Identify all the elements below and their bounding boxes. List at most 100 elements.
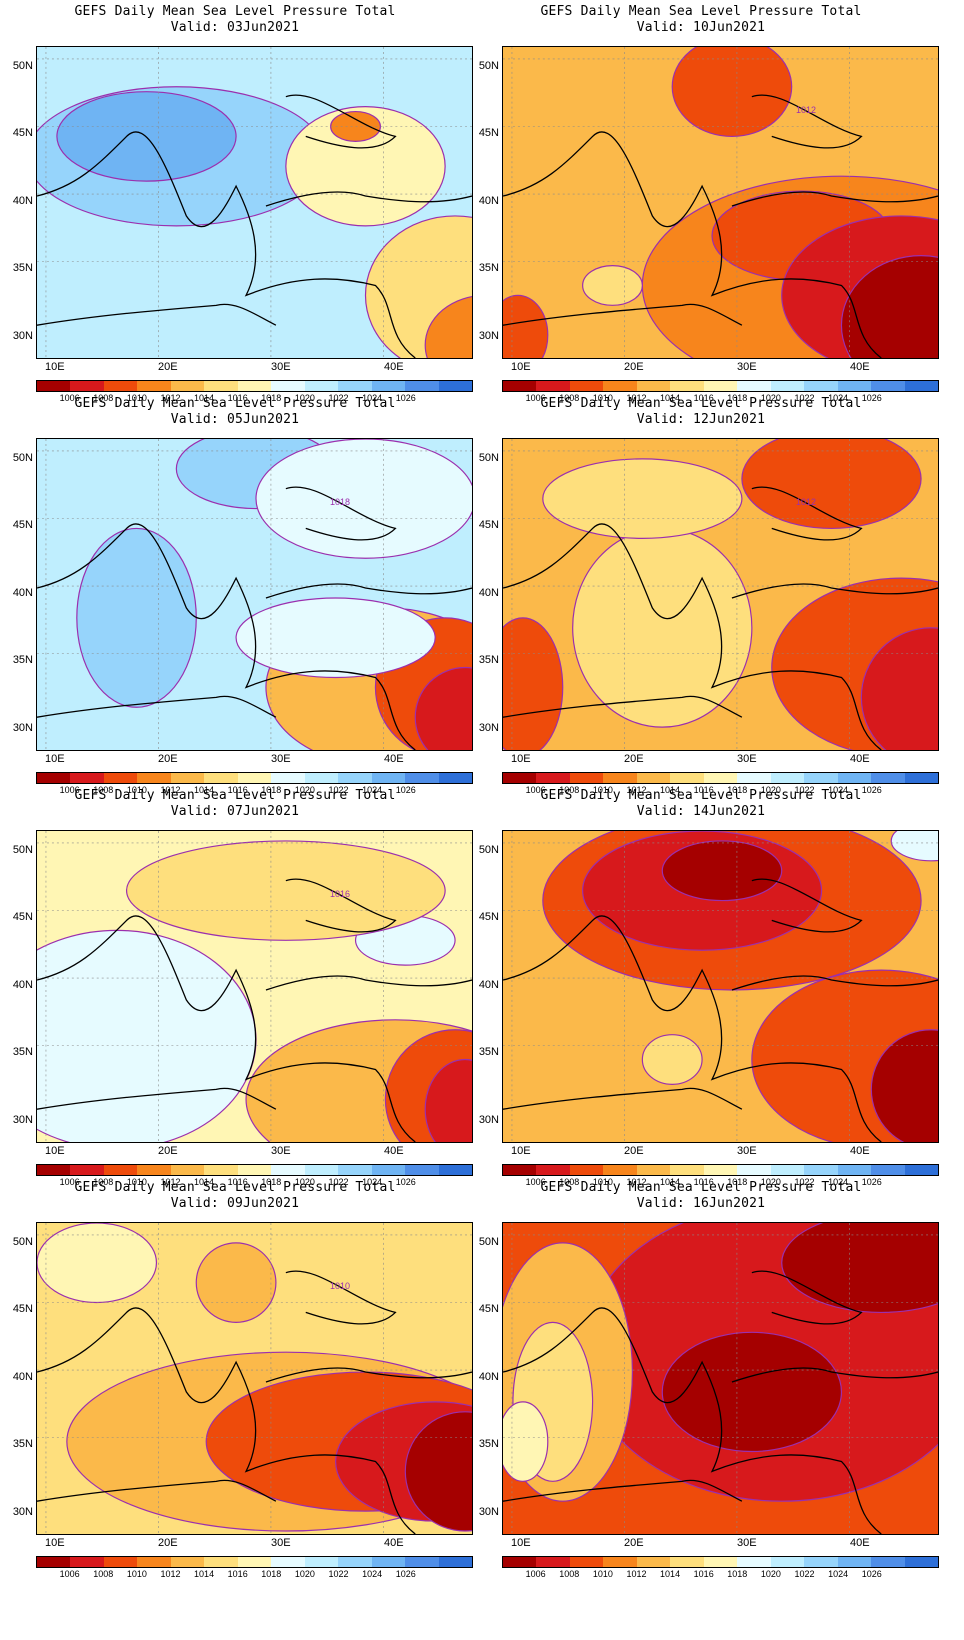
coastline [503,94,938,358]
longitude-label: 10E [45,1145,65,1157]
colorbar-swatch [636,773,671,783]
colorbar-swatch [603,1165,637,1175]
coastline [503,878,938,1142]
colorbar-swatch [237,773,272,783]
latitude-label: 35N [478,654,499,666]
latitude-label: 50N [12,1236,33,1248]
longitude-label: 40E [850,361,870,373]
map-panel: GEFS Daily Mean Sea Level Pressure Total… [466,1176,939,1586]
latitude-label: 35N [478,1046,499,1058]
colorbar-swatch [204,381,238,391]
map-panel: GEFS Daily Mean Sea Level Pressure Total… [0,0,473,410]
colorbar-swatch [170,1165,205,1175]
colorbar-label: 1006 [59,785,80,795]
latitude-label: 50N [12,60,33,72]
colorbar-swatch [536,773,570,783]
colorbar-label: 1014 [194,785,215,795]
colorbar-swatch [871,1557,905,1567]
longitude-label: 40E [850,753,870,765]
colorbar-label: 1012 [160,393,181,403]
colorbar-swatch [304,1557,339,1567]
pressure-contour-region [661,1331,843,1453]
colorbar-label: 1006 [59,1569,80,1579]
longitude-label: 30E [737,1537,757,1549]
colorbar-swatch [670,1557,704,1567]
pressure-map [36,438,473,751]
colorbar-swatch [636,1557,671,1567]
pressure-contour-region [195,1242,277,1323]
colorbar-swatch [871,773,905,783]
colorbar-swatch [536,381,570,391]
colorbar-swatch [770,773,805,783]
latitude-label: 45N [12,1303,33,1315]
map-panel: GEFS Daily Mean Sea Level Pressure Total… [0,784,473,1194]
latitude-label: 30N [12,330,33,342]
colorbar-label: 1024 [362,1569,383,1579]
panel-valid-date: Valid: 16Jun2021 [636,1196,766,1211]
colorbar-label: 1024 [828,1569,849,1579]
longitude-label: 30E [271,1537,291,1549]
latitude-label: 50N [12,452,33,464]
pressure-contour-region [890,831,938,862]
colorbar-swatch [837,381,872,391]
longitude-label: 10E [511,753,531,765]
pressure-contour-region [503,1401,549,1482]
latitude-label: 40N [478,1371,499,1383]
colorbar-swatch [371,1165,406,1175]
latitude-label: 40N [12,1371,33,1383]
coastline [503,1270,938,1534]
colorbar-label: 1010 [126,785,147,795]
colorbar-label: 1010 [592,393,613,403]
colorbar-label: 1018 [727,393,748,403]
colorbar-swatch [737,1165,771,1175]
colorbar-swatch [371,773,406,783]
panel-title: GEFS Daily Mean Sea Level Pressure Total [74,1180,396,1195]
colorbar [502,1164,939,1176]
colorbar-swatch [904,1165,939,1175]
latitude-label: 30N [12,722,33,734]
map-panel: GEFS Daily Mean Sea Level Pressure Total… [0,1176,473,1586]
colorbar-label: 1022 [328,1569,349,1579]
latitude-label: 45N [478,127,499,139]
latitude-label: 50N [478,452,499,464]
colorbar-swatch [503,1165,537,1175]
colorbar-swatch [569,773,604,783]
contour-label: 1018 [330,497,351,507]
colorbar-swatch [737,381,771,391]
colorbar-label: 1016 [693,1569,714,1579]
colorbar-label: 1026 [861,785,882,795]
latitude-label: 45N [12,519,33,531]
colorbar-swatch [237,1557,272,1567]
colorbar-swatch [137,381,171,391]
colorbar-label: 1006 [59,393,80,403]
colorbar-label: 1018 [261,785,282,795]
longitude-label: 10E [511,1145,531,1157]
colorbar-label: 1010 [592,1569,613,1579]
colorbar-swatch [837,1557,872,1567]
colorbar-label: 1010 [592,1177,613,1187]
colorbar-label: 1012 [626,785,647,795]
panel-title: GEFS Daily Mean Sea Level Pressure Total [74,788,396,803]
pressure-contour-region [404,1411,472,1532]
latitude-label: 40N [12,587,33,599]
colorbar-swatch [271,1165,305,1175]
colorbar-label: 1014 [660,1569,681,1579]
longitude-label: 40E [850,1145,870,1157]
colorbar-swatch [204,1165,238,1175]
colorbar-label: 1022 [794,393,815,403]
colorbar-label: 1014 [660,393,681,403]
latitude-label: 40N [478,587,499,599]
panel-valid-date: Valid: 05Jun2021 [170,412,300,427]
colorbar-swatch [103,1557,138,1567]
colorbar-swatch [338,381,372,391]
longitude-label: 30E [271,753,291,765]
longitude-label: 40E [384,361,404,373]
contour-label: 1012 [796,105,817,115]
colorbar [36,1164,473,1176]
colorbar-swatch [170,773,205,783]
latitude-label: 45N [12,127,33,139]
colorbar-label: 1016 [227,1177,248,1187]
latitude-label: 50N [12,844,33,856]
colorbar-label: 1026 [861,1569,882,1579]
colorbar-swatch [536,1557,570,1567]
